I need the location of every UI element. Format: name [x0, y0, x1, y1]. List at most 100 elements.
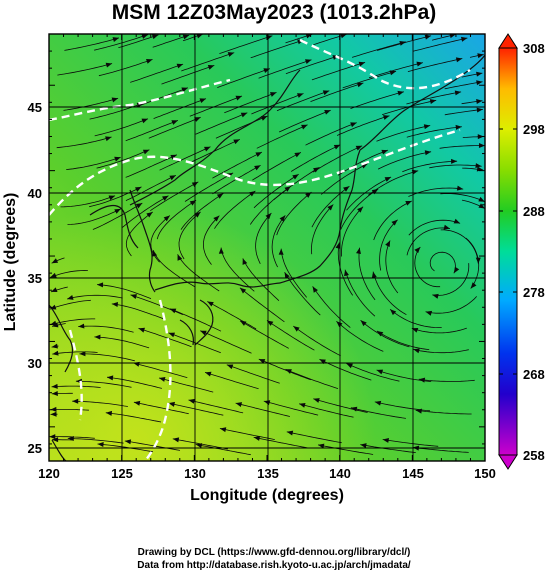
streamline-arrowhead [159, 377, 166, 382]
colorbar: 308 298 288 278 268 258 [498, 33, 545, 470]
streamline [342, 70, 397, 89]
colorbar-tick-label: 258 [523, 448, 545, 463]
streamline [376, 330, 430, 350]
y-tick-label: 45 [28, 100, 42, 115]
streamline-arrowhead [181, 87, 188, 93]
colorbar-tick-label: 298 [523, 122, 545, 137]
streamline-arrowhead [453, 266, 460, 274]
streamline-arrowhead [478, 196, 485, 202]
streamline-arrowhead [207, 301, 214, 307]
streamline [50, 318, 96, 326]
page-title: MSM 12Z03May2023 (1013.2hPa) [111, 1, 437, 24]
streamline-arrowhead [478, 203, 485, 209]
streamline [212, 151, 263, 179]
streamline [280, 248, 308, 298]
streamline [372, 271, 407, 316]
streamline [150, 181, 199, 212]
streamline [253, 173, 299, 209]
streamline-arrowhead [374, 400, 382, 406]
streamline-arrowhead [189, 200, 197, 206]
streamline [340, 188, 379, 230]
streamline-arrowhead [112, 37, 119, 42]
streamline [408, 219, 461, 236]
streamline [159, 146, 211, 171]
streamline [251, 93, 304, 115]
streamline [168, 402, 224, 416]
streamline [96, 149, 150, 169]
streamline-arrowhead [218, 247, 224, 254]
streamline [63, 97, 119, 111]
streamline-arrowhead [51, 258, 59, 264]
streamline-arrowhead [254, 165, 261, 171]
streamline [276, 191, 312, 236]
streamline-arrowhead [350, 406, 358, 412]
streamline [152, 34, 190, 48]
streamline [336, 115, 390, 136]
streamline [51, 385, 101, 388]
streamline-arrowhead [133, 400, 141, 406]
streamline [161, 65, 215, 85]
streamline [465, 237, 480, 289]
streamline-arrowhead [313, 398, 320, 403]
streamline [105, 412, 162, 423]
streamline-arrowhead [194, 117, 201, 122]
streamline-arrowhead [470, 282, 477, 289]
streamline-arrowhead [97, 282, 104, 288]
streamline-arrowhead [278, 248, 284, 255]
streamline [285, 368, 339, 389]
streamline [125, 120, 179, 142]
streamline-arrowhead [130, 294, 137, 299]
streamline-arrowhead [141, 34, 148, 39]
streamline [184, 172, 234, 202]
y-tick-label: 30 [28, 356, 42, 371]
streamline [358, 247, 376, 301]
streamline [389, 308, 442, 329]
streamline-arrowhead [205, 371, 212, 377]
colorbar-max-arrow [498, 33, 518, 49]
streamline [429, 251, 456, 274]
streamline-arrowhead [405, 201, 412, 206]
streamline [344, 269, 376, 317]
colorbar-tick-label: 288 [523, 204, 545, 219]
streamline [310, 82, 364, 102]
streamline [169, 308, 222, 332]
streamline [382, 439, 439, 447]
streamline-arrowhead [476, 80, 483, 86]
streamline [385, 240, 399, 294]
streamline-arrowhead [286, 430, 294, 436]
streamline-arrowhead [267, 320, 274, 326]
y-tick-labels: 25 30 35 40 45 [28, 100, 42, 456]
streamline-arrowhead [111, 97, 119, 103]
streamline [219, 35, 273, 54]
streamline [266, 320, 315, 351]
streamline-arrowhead [322, 90, 330, 96]
streamline [346, 176, 392, 211]
streamline-arrowhead [416, 61, 423, 67]
streamline-arrowhead [384, 177, 392, 182]
streamline-arrowhead [391, 219, 398, 226]
streamline [351, 41, 406, 58]
streamline [204, 372, 259, 390]
streamline-arrowhead [97, 442, 104, 447]
streamline [337, 149, 389, 176]
streamline [415, 409, 472, 415]
streamline-arrowhead [318, 443, 325, 449]
streamline [337, 242, 354, 296]
streamline [444, 109, 483, 116]
streamline [67, 208, 121, 225]
streamline-arrowhead [455, 57, 463, 63]
streamline-arrowhead [293, 326, 300, 332]
streamline-arrowhead [346, 363, 353, 369]
streamline [425, 296, 477, 314]
streamline [78, 325, 134, 333]
streamline [376, 125, 431, 142]
streamline-arrowhead [51, 287, 58, 293]
streamline-arrowhead [249, 191, 256, 197]
streamline [285, 55, 340, 75]
streamline-arrowhead [382, 437, 390, 443]
streamline [180, 193, 224, 230]
streamline [219, 428, 275, 440]
streamline-arrowhead [383, 115, 390, 120]
streamline-arrowhead [263, 400, 271, 406]
streamline [311, 204, 334, 255]
